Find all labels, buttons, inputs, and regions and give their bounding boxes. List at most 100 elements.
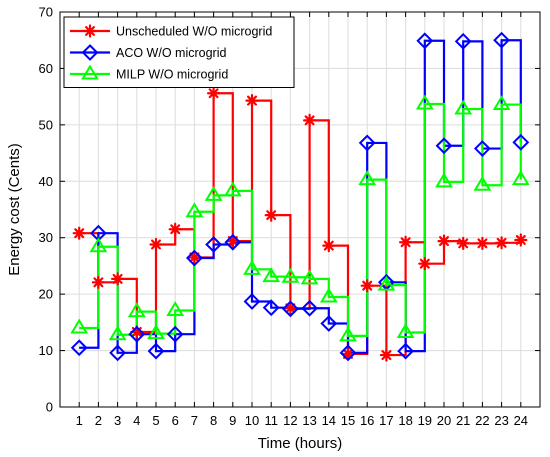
y-tick-label: 0 (46, 400, 53, 415)
series-1-point (109, 344, 127, 362)
x-tick-label: 15 (341, 413, 355, 428)
series-2-point (358, 170, 377, 186)
series-2-point (415, 94, 434, 110)
legend-swatch-marker (83, 24, 97, 38)
x-tick-label: 10 (245, 413, 259, 428)
series-0-point (91, 275, 106, 289)
series-2-point (396, 323, 415, 339)
legend: Unscheduled W/O microgrid ACO W/O microgr… (63, 16, 295, 88)
series-0-point (110, 272, 125, 286)
y-tick-label: 70 (39, 5, 53, 20)
series-0-point (303, 113, 317, 127)
series-2-point (339, 326, 357, 342)
y-tick-label: 10 (39, 343, 53, 358)
x-tick-label: 4 (133, 413, 140, 428)
x-tick-label: 6 (172, 413, 179, 428)
series-1-point (224, 233, 242, 251)
series-0-point (168, 222, 182, 236)
series-0-point (207, 86, 221, 100)
series-1-point (147, 342, 165, 360)
series-2-point (473, 175, 492, 191)
series-2-point (127, 302, 146, 318)
x-tick-label: 17 (379, 413, 393, 428)
legend-swatch-marker (81, 44, 99, 61)
series-0-point (379, 348, 393, 362)
x-tick-label: 24 (514, 413, 528, 428)
legend-swatch-marker (81, 64, 99, 80)
series-1-point (70, 339, 88, 357)
series-2-point (281, 267, 300, 283)
x-tick-label: 12 (283, 413, 297, 428)
series-1-point (397, 342, 415, 360)
series-2-point (89, 237, 108, 253)
series-1-point (166, 325, 184, 343)
series-1-point (281, 300, 299, 318)
series-2-point (319, 287, 338, 303)
series-2-point (147, 324, 165, 340)
series-0-point (264, 208, 278, 222)
legend-label: Unscheduled W/O microgrid (116, 25, 272, 39)
series-1-point (128, 325, 146, 343)
x-tick-label: 3 (114, 413, 121, 428)
series-1-point (262, 299, 280, 317)
series-2-point (511, 170, 530, 186)
series-1-point (320, 315, 338, 332)
y-tick-label: 20 (39, 287, 53, 302)
series-2-point (300, 269, 319, 285)
x-tick-label: 20 (437, 413, 451, 428)
series-2-point (435, 172, 453, 188)
x-tick-label: 2 (95, 413, 102, 428)
series-2-point (492, 95, 511, 111)
series-0-point (456, 236, 470, 250)
series-1-point (243, 293, 261, 310)
series-1-point (435, 137, 453, 155)
x-tick-label: 14 (322, 413, 336, 428)
series-0-point (495, 236, 509, 250)
x-tick-label: 11 (264, 413, 278, 428)
y-tick-label: 40 (39, 174, 53, 189)
legend-box (63, 16, 295, 88)
x-tick-label: 19 (418, 413, 432, 428)
series-1-point (454, 32, 472, 50)
series-2-point (377, 275, 396, 291)
y-tick-label: 50 (39, 117, 53, 132)
x-tick-label: 18 (398, 413, 412, 428)
x-axis-label: Time (hours) (258, 435, 342, 452)
plot-frame (59, 11, 541, 408)
x-tick-label: 16 (360, 413, 374, 428)
legend-label: ACO W/O microgrid (116, 46, 226, 60)
x-tick-label: 8 (210, 413, 217, 428)
series-1-point (473, 140, 491, 157)
x-tick-label: 9 (229, 413, 236, 428)
x-tick-label: 5 (152, 413, 159, 428)
series-0-point (514, 233, 528, 247)
series-2-point (70, 318, 89, 334)
x-tick-label: 23 (494, 413, 508, 428)
series-0-point (322, 239, 336, 253)
series-2-point (204, 185, 223, 201)
series-2-point (166, 301, 185, 317)
series-0-point (399, 235, 413, 249)
legend-label: MILP W/O microgrid (116, 68, 228, 82)
series-1-point (493, 31, 511, 49)
series-2-point (262, 267, 281, 283)
series-2-point (108, 325, 127, 341)
x-tick-label: 21 (456, 413, 470, 428)
series-1-point (185, 249, 203, 267)
series-0-point (360, 279, 374, 293)
y-axis-label: Energy cost (Cents) (6, 143, 23, 276)
series-2-point (223, 181, 242, 197)
series-0-point (437, 234, 451, 248)
series-1-point (358, 134, 376, 152)
x-tick-label: 22 (475, 413, 489, 428)
series-2-point (454, 99, 473, 115)
x-tick-label: 13 (302, 413, 316, 428)
series-0-point (418, 257, 432, 271)
x-tick-label: 1 (76, 413, 83, 428)
y-tick-label: 60 (39, 61, 53, 76)
series-1-point (301, 299, 319, 317)
series-1-point (339, 344, 357, 362)
series-1-point (512, 133, 530, 151)
